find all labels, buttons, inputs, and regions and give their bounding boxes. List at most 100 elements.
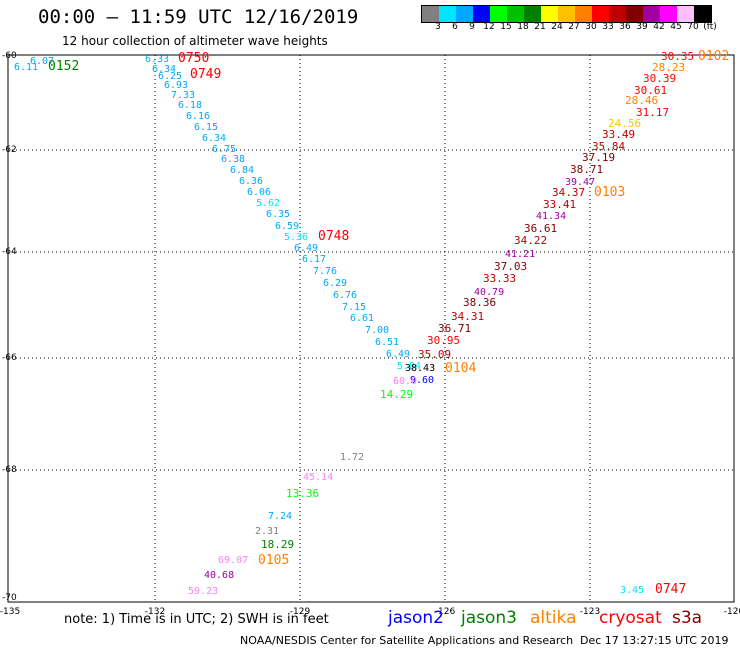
legend-label: 12 [483,22,495,32]
wave-height-value: 6.49 [386,349,410,360]
legend-swatch [456,6,473,22]
satellite-altika: altika [530,608,577,628]
legend-label: 27 [568,22,580,32]
wave-height-value: 6.93 [164,80,188,91]
legend-label: 70 [687,22,699,32]
legend-swatch [592,6,609,22]
wave-height-value: 60.0 [393,376,417,387]
wave-height-value: 36.61 [524,222,557,235]
legend-swatch [643,6,660,22]
wave-height-value: 6.38 [221,154,245,165]
legend-swatch [575,6,592,22]
legend-label: (ft) [703,22,717,32]
legend-label: 18 [517,22,529,32]
wave-height-value: 40.68 [204,570,234,581]
legend-label: 9 [469,22,475,32]
wave-height-value: 39.47 [565,177,595,188]
wave-height-value: 37.19 [582,151,615,164]
wave-height-value: 5.84 [397,361,421,372]
legend-swatch [694,6,711,22]
x-tick-label: -129 [290,607,311,617]
pass-time-label: 0749 [190,67,221,82]
legend-swatch [677,6,694,22]
wave-height-value: 31.17 [636,106,669,119]
y-tick-label: -70 [2,593,17,603]
wave-height-value: 41.21 [505,249,535,260]
wave-height-value: 69.07 [218,555,248,566]
legend-label: 39 [636,22,648,32]
wave-height-value: 6.06 [247,187,271,198]
wave-height-value: 6.07 [30,56,54,67]
legend-swatch [660,6,677,22]
wave-height-value: 6.84 [230,165,254,176]
wave-height-value: 38.43 [405,363,435,374]
wave-height-value: 35.84 [592,140,625,153]
legend-label: 21 [534,22,546,32]
legend-swatch [422,6,439,22]
footer-note: note: 1) Time is in UTC; 2) SWH is in fe… [64,612,329,627]
map-frame [7,54,735,603]
pass-time-label: 0750 [178,51,209,66]
wave-height-value: 33.33 [483,272,516,285]
y-tick-label: -60 [2,51,17,61]
wave-height-value: 6.75 [212,144,236,155]
y-tick-label: -66 [2,353,17,363]
wave-height-value: 6.61 [350,313,374,324]
wave-height-value: 14.29 [380,388,413,401]
generation-timestamp: Dec 17 13:27:15 UTC 2019 [580,634,729,647]
wave-height-value: 6.76 [333,290,357,301]
wave-height-value: 40.79 [474,287,504,298]
wave-height-value: 33.49 [602,128,635,141]
legend-swatch [609,6,626,22]
wave-height-value: 6.25 [158,71,182,82]
legend-label: 15 [500,22,512,32]
wave-height-value: 45.14 [303,472,333,483]
map-subtitle: 12 hour collection of altimeter wave hei… [62,34,328,48]
wave-height-value: 3.45 [620,585,644,596]
wave-height-value: 33.41 [543,198,576,211]
legend-label: 24 [551,22,563,32]
wave-height-value: 6.29 [323,278,347,289]
wave-height-value: 2.31 [255,526,279,537]
pass-time-label: 0152 [48,59,79,74]
satellite-s3a: s3a [672,608,703,628]
legend-swatch [558,6,575,22]
x-tick-label: -132 [145,607,165,617]
wave-height-value: 24.56 [608,117,641,130]
wave-height-value: 6.49 [294,243,318,254]
wave-height-value: 6.34 [152,64,176,75]
x-tick-label: -120 [724,607,740,617]
wave-height-value: 34.37 [552,186,585,199]
wave-height-value: 28.23 [652,61,685,74]
wave-height-value: 7.15 [342,302,366,313]
wave-height-value: 7.00 [365,325,389,336]
legend-label: 42 [653,22,665,32]
wave-height-value: 30.39 [643,72,676,85]
wave-height-value: 37.03 [494,260,527,273]
y-tick-label: -62 [2,145,17,155]
wave-height-value: 6.16 [186,111,210,122]
pass-time-label: 0102 [698,49,729,64]
legend-swatch [490,6,507,22]
x-tick-label: -123 [580,607,600,617]
wave-height-value: 6.33 [145,54,169,65]
wave-height-value: 13.36 [286,487,319,500]
wave-height-value: 6.36 [239,176,263,187]
wave-height-value: 6.51 [375,337,399,348]
wave-height-value: 38.71 [570,163,603,176]
wave-height-value: 18.29 [261,538,294,551]
wave-height-value: 6.15 [194,122,218,133]
pass-time-label: 0103 [594,185,625,200]
wave-height-value: 9.60 [410,375,434,386]
legend-label: 6 [452,22,458,32]
y-tick-label: -64 [2,247,17,257]
legend-label: 3 [435,22,441,32]
wave-height-value: 6.35 [266,209,290,220]
wave-height-value: 28.46 [625,94,658,107]
wave-height-value: 38.36 [463,296,496,309]
wave-height-value: 59.23 [188,586,218,597]
credit-line: NOAA/NESDIS Center for Satellite Applica… [240,634,574,647]
satellite-jason3: jason3 [461,608,517,628]
wave-height-value: 6.17 [302,254,326,265]
x-tick-label: -126 [435,607,456,617]
